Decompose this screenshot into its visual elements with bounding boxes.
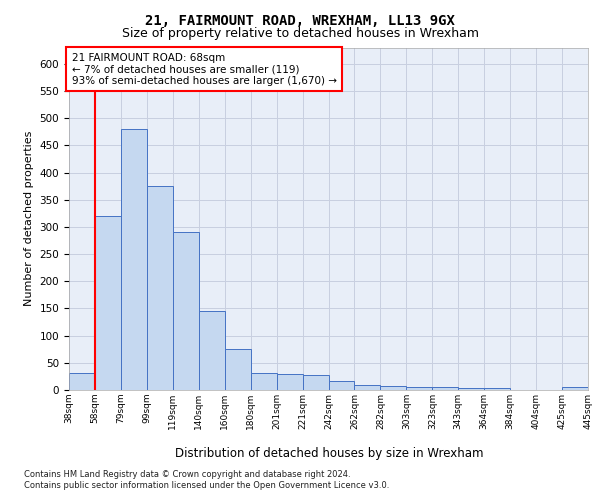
Bar xyxy=(562,386,588,390)
Text: 21, FAIRMOUNT ROAD, WREXHAM, LL13 9GX: 21, FAIRMOUNT ROAD, WREXHAM, LL13 9GX xyxy=(145,14,455,28)
Bar xyxy=(433,388,458,390)
Text: Contains public sector information licensed under the Open Government Licence v3: Contains public sector information licen… xyxy=(24,481,389,490)
Bar xyxy=(458,388,484,390)
Bar xyxy=(277,374,302,390)
Bar xyxy=(302,376,329,390)
Bar xyxy=(329,382,355,390)
Bar xyxy=(173,232,199,390)
Bar xyxy=(69,372,95,390)
Text: Distribution of detached houses by size in Wrexham: Distribution of detached houses by size … xyxy=(175,448,483,460)
Text: Contains HM Land Registry data © Crown copyright and database right 2024.: Contains HM Land Registry data © Crown c… xyxy=(24,470,350,479)
Y-axis label: Number of detached properties: Number of detached properties xyxy=(24,131,34,306)
Text: Size of property relative to detached houses in Wrexham: Size of property relative to detached ho… xyxy=(121,28,479,40)
Bar xyxy=(406,388,432,390)
Bar xyxy=(251,372,277,390)
Bar xyxy=(147,186,173,390)
Bar xyxy=(355,385,380,390)
Bar xyxy=(225,348,251,390)
Text: 21 FAIRMOUNT ROAD: 68sqm
← 7% of detached houses are smaller (119)
93% of semi-d: 21 FAIRMOUNT ROAD: 68sqm ← 7% of detache… xyxy=(71,52,337,86)
Bar xyxy=(95,216,121,390)
Bar xyxy=(380,386,406,390)
Bar xyxy=(484,388,510,390)
Bar xyxy=(121,129,147,390)
Bar xyxy=(199,311,224,390)
